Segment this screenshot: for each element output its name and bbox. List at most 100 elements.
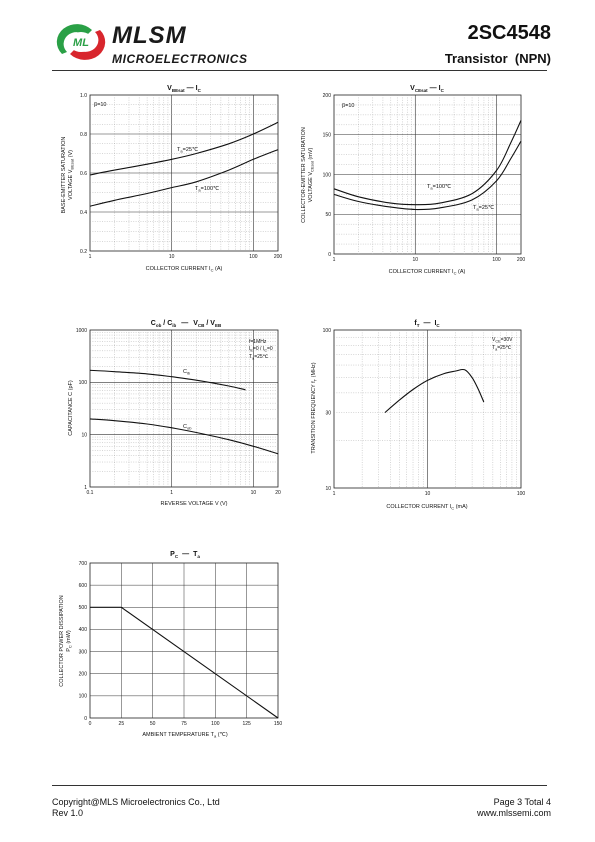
y-tick-label: 200 [323, 93, 332, 99]
y-axis-label-line1: COLLECTOR-EMITTER SATURATION [301, 127, 307, 223]
y-tick-label: 50 [325, 212, 331, 218]
x-tick-label: 100 [249, 254, 258, 260]
chart-title: VBEsat — IC [167, 85, 201, 93]
y-axis-label: TRANSITION FREQUENCY fT (MHz) [311, 362, 318, 453]
chart-title: fT — IC [414, 320, 440, 328]
y-tick-label: 1.0 [80, 93, 87, 99]
annotation-ta25: Ta=25℃ [249, 354, 269, 361]
y-tick-label: 0.8 [80, 132, 87, 138]
x-tick-label: 10 [169, 254, 175, 260]
x-tick-label: 0.1 [87, 490, 94, 496]
y-axis-label-line2: PC (mW) [66, 630, 73, 652]
x-axis-label: COLLECTOR CURRENT IC (A) [146, 266, 223, 273]
y-tick-label: 1 [84, 485, 87, 491]
series-label-cob: Cob [183, 424, 192, 431]
x-tick-label: 0 [89, 721, 92, 727]
footer-right: Page 3 Total 4 www.mlssemi.com [477, 797, 551, 819]
y-tick-label: 0.2 [80, 249, 87, 255]
x-tick-label: 150 [274, 721, 283, 727]
y-tick-label: 200 [79, 672, 88, 678]
y-tick-label: 0 [328, 252, 331, 258]
x-tick-label: 25 [119, 721, 125, 727]
y-tick-label: 700 [79, 561, 88, 567]
x-tick-label: 10 [251, 490, 257, 496]
mlsm-logo: ML [56, 24, 106, 60]
annotation-ta25: Ta=25℃ [473, 205, 495, 212]
x-tick-label: 1 [170, 490, 173, 496]
annotation-beta: β=10 [94, 102, 107, 108]
x-tick-label: 10 [412, 257, 418, 263]
y-tick-label: 10 [325, 486, 331, 492]
y-tick-label: 30 [325, 410, 331, 416]
y-tick-label: 1000 [76, 328, 87, 334]
y-tick-label: 300 [79, 649, 88, 655]
annotation-vce: VCE=30V [492, 337, 513, 344]
chart-vcesat-ic: 1 10 100 200 0 50 100 150 200 VCEsat — IC COLLECTO… [301, 85, 526, 276]
x-tick-label: 125 [242, 721, 251, 727]
y-tick-label: 500 [79, 605, 88, 611]
x-tick-label: 20 [275, 490, 281, 496]
series-line-2 [333, 140, 522, 211]
x-tick-label: 1 [333, 257, 336, 263]
x-tick-label: 100 [517, 491, 526, 497]
series-line-1 [333, 120, 522, 206]
brand-subtitle: MICROELECTRONICS [112, 52, 248, 66]
chart-title: VCEsat — IC [410, 85, 444, 93]
y-axis-label-line2: VOLTAGE VCEsat (mV) [308, 147, 315, 202]
page-number: Page 3 Total 4 [493, 797, 551, 807]
series-label-cib: Cib [183, 369, 191, 376]
plot-area: 0 25 50 75 100 125 150 0 100 200 300 400 500 600 700 [79, 561, 283, 727]
brand-name: MLSM [112, 22, 187, 49]
y-tick-label: 100 [79, 380, 88, 386]
plot-area: 1 10 100 200 0.2 0.4 0.6 0.8 1.0 [80, 93, 282, 260]
x-tick-label: 10 [425, 491, 431, 497]
copyright-text: Copyright@MLS Microelectronics Co., Ltd [52, 797, 220, 807]
plot-frame [89, 329, 279, 488]
logo-green-arc [56, 24, 92, 54]
part-type: Transistor (NPN) [444, 51, 551, 66]
y-tick-label: 600 [79, 583, 88, 589]
y-axis-label: CAPACITANCE C (pF) [68, 380, 74, 436]
chart-title: PC — Ta [170, 551, 200, 559]
annotation-freq: f=1MHz [249, 339, 267, 345]
revision-text: Rev 1.0 [52, 808, 84, 818]
annotation-ta100: Ta=100℃ [427, 184, 452, 191]
annotation-ta100: Ta=100℃ [195, 186, 220, 193]
logo-letters: ML [73, 37, 89, 49]
y-tick-label: 400 [79, 627, 88, 633]
series-line-1 [90, 606, 279, 719]
footer-rule [52, 785, 547, 786]
header-rule [52, 70, 547, 71]
x-tick-label: 50 [150, 721, 156, 727]
series-line-cob [89, 418, 279, 455]
y-axis-label-line2: VOLTAGE VBEsat (V) [68, 150, 75, 200]
y-axis-label-line1: COLLECTOR POWER DISSIPATION [59, 595, 65, 686]
y-tick-label: 100 [79, 694, 88, 700]
y-tick-label: 0.6 [80, 171, 87, 177]
plot-area: 1 10 100 200 0 50 100 150 200 [323, 93, 526, 263]
logo-red-arc [70, 30, 106, 60]
x-axis-label: REVERSE VOLTAGE V (V) [160, 501, 227, 507]
annotation-ta25: Ta=25℃ [177, 147, 199, 154]
y-tick-label: 100 [323, 328, 332, 334]
x-tick-label: 75 [181, 721, 187, 727]
series-line-1 [384, 368, 485, 414]
part-number: 2SC4548 [467, 22, 551, 44]
x-tick-label: 100 [492, 257, 501, 263]
x-tick-label: 200 [517, 257, 526, 263]
y-tick-label: 100 [323, 172, 332, 178]
y-axis-label-line1: BASE-EMITTER SATURATION [61, 137, 67, 214]
x-axis-label: COLLECTOR CURRENT IC (A) [389, 269, 466, 276]
annotation-bias: IE=0 / IC=0 [249, 346, 273, 353]
website-link[interactable]: www.mlssemi.com [476, 808, 551, 818]
x-tick-label: 200 [274, 254, 283, 260]
logo-center [69, 32, 93, 52]
x-axis-label: COLLECTOR CURRENT IC (mA) [386, 504, 467, 511]
footer-left: Copyright@MLS Microelectronics Co., Ltd … [52, 797, 220, 819]
annotation-ta25: Ta=25℃ [492, 345, 512, 352]
series-line-cib [89, 369, 246, 391]
